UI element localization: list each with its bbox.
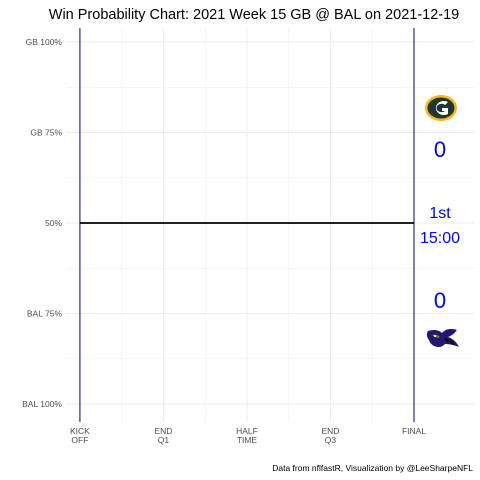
home-score: 0: [434, 137, 446, 162]
boundary-lines: [79, 28, 415, 422]
away-score: 0: [434, 288, 446, 313]
x-tick-label: FINAL: [402, 426, 426, 436]
game-clock: 15:00: [420, 230, 460, 247]
y-axis-ticks: GB 100% GB 75% 50% BAL 75% BAL 100%: [22, 37, 62, 409]
y-tick-label: GB 75%: [30, 128, 62, 138]
chart-title: Win Probability Chart: 2021 Week 15 GB @…: [49, 7, 459, 23]
y-tick-label: GB 100%: [26, 37, 63, 47]
x-tick-label: END Q3: [322, 426, 340, 445]
bal-logo-icon: [426, 329, 459, 347]
quarter-label: 1st: [429, 205, 451, 222]
y-tick-label: 50%: [45, 218, 62, 228]
gb-logo-icon: [425, 95, 457, 121]
y-tick-label: BAL 100%: [22, 399, 62, 409]
x-tick-label: HALF TIME: [236, 426, 258, 445]
x-axis-ticks: KICK OFF END Q1 HALF TIME END Q3 FINAL: [70, 426, 426, 445]
x-tick-label: KICK OFF: [70, 426, 90, 445]
x-tick-label: END Q1: [154, 426, 172, 445]
chart-caption: Data from nflfastR, Visualization by @Le…: [272, 463, 473, 473]
grid: [66, 28, 474, 422]
y-tick-label: BAL 75%: [27, 309, 63, 319]
